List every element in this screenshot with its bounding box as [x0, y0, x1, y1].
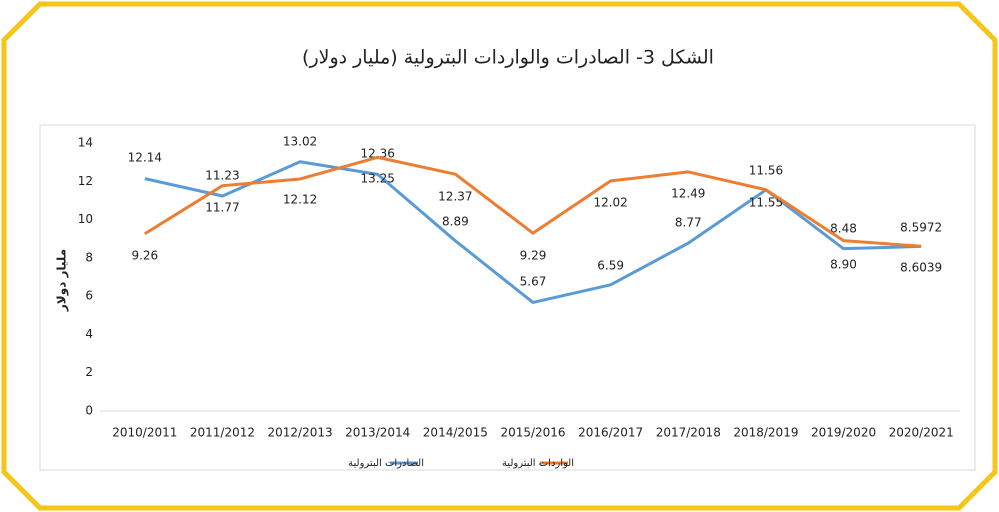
- y-tick-label: 10: [78, 212, 93, 226]
- data-label: 8.77: [675, 216, 702, 230]
- y-tick-label: 8: [85, 250, 93, 264]
- x-tick-label: 2013/2014: [345, 426, 410, 440]
- series-line: [144, 160, 922, 304]
- data-label: 13.02: [283, 135, 317, 149]
- data-label: 11.23: [205, 169, 239, 183]
- x-tick-label: 2020/2021: [889, 426, 954, 440]
- data-label: 8.5972: [900, 221, 942, 235]
- data-label: 12.14: [128, 151, 162, 165]
- data-label: 11.77: [205, 201, 239, 215]
- legend-label: الصادرات البترولية: [348, 458, 424, 469]
- data-label: 12.02: [593, 196, 627, 210]
- data-label: 12.37: [438, 190, 472, 204]
- chart-title: الشكل 3- الصادرات والواردات البترولية (م…: [302, 47, 714, 69]
- data-label: 6.59: [597, 259, 624, 273]
- x-tick-label: 2014/2015: [423, 426, 488, 440]
- data-label: 8.48: [830, 222, 857, 236]
- data-label: 12.12: [283, 193, 317, 207]
- data-label: 13.25: [361, 172, 395, 186]
- data-label: 9.26: [131, 249, 158, 263]
- data-label: 9.29: [520, 249, 547, 263]
- legend-label: الواردات البترولية: [502, 458, 574, 469]
- data-label: 12.36: [361, 147, 395, 161]
- y-tick-label: 6: [85, 289, 93, 303]
- x-tick-label: 2018/2019: [733, 426, 798, 440]
- x-tick-label: 2015/2016: [500, 426, 565, 440]
- x-tick-label: 2016/2017: [578, 426, 643, 440]
- data-label: 8.90: [830, 258, 857, 272]
- y-tick-label: 12: [78, 174, 93, 188]
- data-label: 11.56: [749, 164, 783, 178]
- data-label: 11.55: [749, 196, 783, 210]
- x-tick-label: 2010/2011: [112, 426, 177, 440]
- series-line: [144, 155, 922, 248]
- y-tick-label: 0: [85, 404, 93, 418]
- data-label: 8.89: [442, 215, 469, 229]
- y-axis-label: مليار دولار: [55, 249, 70, 312]
- plot-box: [39, 124, 976, 471]
- x-tick-label: 2012/2013: [268, 426, 333, 440]
- x-tick-label: 2017/2018: [656, 426, 721, 440]
- y-tick-label: 14: [78, 136, 93, 150]
- x-tick-label: 2019/2020: [811, 426, 876, 440]
- data-label: 12.49: [671, 187, 705, 201]
- y-tick-label: 4: [85, 327, 93, 341]
- data-label: 8.6039: [900, 261, 942, 275]
- y-tick-label: 2: [85, 365, 93, 379]
- data-label: 5.67: [520, 275, 547, 289]
- x-tick-label: 2011/2012: [190, 426, 255, 440]
